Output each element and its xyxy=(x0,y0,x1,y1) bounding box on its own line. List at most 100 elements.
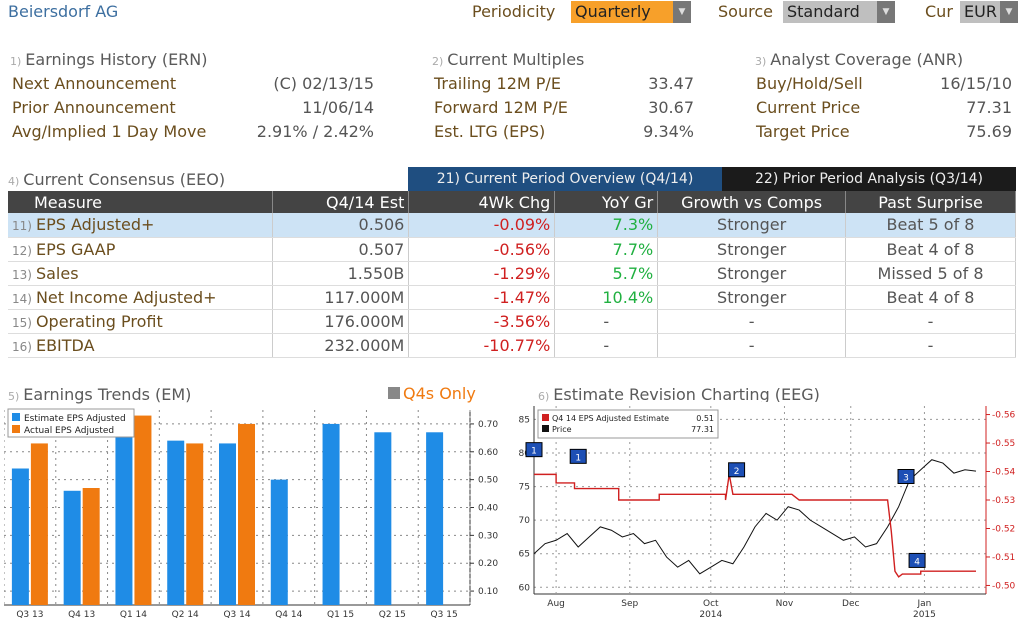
table-row[interactable]: 12) EPS GAAP 0.507 -0.56% 7.7% Stronger Beat 4… xyxy=(8,237,1016,262)
em-number: 5) xyxy=(8,390,20,403)
y-tick-label: 0.40 xyxy=(478,504,498,514)
measure-label: EBITDA xyxy=(35,335,95,355)
currency-value: EUR xyxy=(964,2,997,21)
periodicity-dropdown[interactable]: Quarterly ▼ xyxy=(571,1,691,23)
left-tick-label: 65 xyxy=(519,550,530,560)
revision-marker-label: 1 xyxy=(531,447,537,457)
est-cell: 0.506 xyxy=(272,213,410,238)
table-row[interactable]: 16) EBITDA 232.000M -10.77% - - - xyxy=(8,333,1016,358)
x-tick-label: Q4 13 xyxy=(68,610,95,620)
col-yoy[interactable]: YoY Gr xyxy=(554,191,659,213)
measure-cell: 11) EPS Adjusted+ xyxy=(8,213,274,238)
x-tick-label: Jan xyxy=(916,599,931,609)
est-cell: 0.507 xyxy=(272,237,410,262)
legend-swatch xyxy=(12,413,20,421)
ern-section-title[interactable]: 1) Earnings History (ERN) xyxy=(10,50,208,69)
table-row[interactable]: 13) Sales 1.550B -1.29% 5.7% Stronger Missed 5… xyxy=(8,261,1016,286)
target-price-label: Target Price xyxy=(756,122,850,141)
table-row[interactable]: 14) Net Income Adjusted+ 117.000M -1.47% 10.… xyxy=(8,285,1016,310)
estimate-line xyxy=(534,473,976,578)
chevron-down-icon: ▼ xyxy=(1000,1,1018,23)
estimate-revision-chart[interactable]: 60 65 70 75 80 85 -0.50 -0.51 -0.52 -0.53 -0.54 -0.… xyxy=(508,402,1024,625)
x-tick-label: Aug xyxy=(547,599,565,609)
trailing-pe-label: Trailing 12M P/E xyxy=(434,74,561,93)
ern-row: Next Announcement (C) 02/13/15 xyxy=(12,74,374,96)
x-tick-label: Oct xyxy=(703,599,719,609)
multiples-section-title[interactable]: 2) Current Multiples xyxy=(432,50,584,69)
em-title: Earnings Trends (EM) xyxy=(23,385,192,404)
col-est[interactable]: Q4/14 Est xyxy=(272,191,410,213)
consensus-title: Current Consensus (EEO) xyxy=(23,170,226,189)
y-tick-label: 0.50 xyxy=(478,476,498,486)
current-price-value: 77.31 xyxy=(966,98,1012,117)
bar-estimate xyxy=(167,440,185,605)
estimate-revision-svg: 60 65 70 75 80 85 -0.50 -0.51 -0.52 -0.53 -0.54 -0.… xyxy=(519,406,1016,620)
revision-marker-label: 4 xyxy=(914,557,920,567)
x-tick-label: Q3 13 xyxy=(16,610,43,620)
legend-value: 0.51 xyxy=(696,414,714,423)
earnings-trends-chart[interactable]: 0.10 0.20 0.30 0.40 0.50 0.60 0.70 Q3 13 Q4 13 Q1… xyxy=(3,405,500,625)
yoy-cell: 7.7% xyxy=(554,237,659,262)
tab-prior-period[interactable]: 22) Prior Period Analysis (Q3/14) xyxy=(722,167,1016,191)
consensus-tabs: 21) Current Period Overview (Q4/14) 22) … xyxy=(408,167,1016,191)
left-tick-label: 60 xyxy=(519,583,531,593)
current-price-label: Current Price xyxy=(756,98,861,117)
col-4wk-chg[interactable]: 4Wk Chg xyxy=(408,191,556,213)
x-tick-label: Sep xyxy=(621,599,638,609)
ern-title: Earnings History (ERN) xyxy=(25,50,208,69)
row-number: 16) xyxy=(12,339,32,354)
col-past-surprise[interactable]: Past Surprise xyxy=(845,191,1016,213)
est-cell: 232.000M xyxy=(272,333,410,358)
x-tick-label: Q4 14 xyxy=(275,610,302,620)
legend-swatch xyxy=(542,425,549,432)
ern-number: 1) xyxy=(10,55,22,68)
anr-title: Analyst Coverage (ANR) xyxy=(770,50,964,69)
right-tick-label: -0.50 xyxy=(992,581,1016,591)
consensus-table: Measure Q4/14 Est 4Wk Chg YoY Gr Growth … xyxy=(8,191,1016,358)
col-growth-comps[interactable]: Growth vs Comps xyxy=(657,191,847,213)
table-row[interactable]: 11) EPS Adjusted+ 0.506 -0.09% 7.3% Stronger B… xyxy=(8,213,1016,238)
next-announcement-value: (C) 02/13/15 xyxy=(273,74,374,93)
measure-cell: 15) Operating Profit xyxy=(8,309,274,334)
right-tick-label: -0.55 xyxy=(992,439,1015,449)
source-dropdown[interactable]: Standard ▼ xyxy=(783,1,895,23)
bar-estimate xyxy=(11,468,29,605)
anr-section-title[interactable]: 3) Analyst Coverage (ANR) xyxy=(755,50,963,69)
legend-box xyxy=(537,409,719,439)
measure-label: Operating Profit xyxy=(35,311,163,331)
consensus-section-title[interactable]: 4) Current Consensus (EEO) xyxy=(8,170,225,189)
measure-cell: 16) EBITDA xyxy=(8,333,274,358)
anr-row: Buy/Hold/Sell 16/15/10 xyxy=(756,74,1012,96)
legend-swatch xyxy=(542,414,549,421)
periodicity-value: Quarterly xyxy=(575,2,651,21)
bar-estimate xyxy=(219,443,236,605)
prior-announcement-label: Prior Announcement xyxy=(12,98,176,117)
measure-label: Net Income Adjusted+ xyxy=(35,287,217,307)
row-number: 11) xyxy=(12,219,32,234)
eeg-number: 6) xyxy=(538,390,550,403)
col-measure[interactable]: Measure xyxy=(8,191,274,213)
tab-current-period[interactable]: 21) Current Period Overview (Q4/14) xyxy=(408,167,722,191)
ltg-value: 9.34% xyxy=(643,122,694,141)
eeg-section-title[interactable]: 6) Estimate Revision Charting (EEG) xyxy=(538,385,820,404)
periodicity-label: Periodicity xyxy=(472,2,556,21)
measure-label: EPS Adjusted+ xyxy=(35,215,155,235)
y-tick-label: 0.20 xyxy=(478,559,498,569)
x-tick-label: Q3 15 xyxy=(431,610,458,620)
em-section-title[interactable]: 5) Earnings Trends (EM) xyxy=(8,385,191,404)
table-row[interactable]: 15) Operating Profit 176.000M -3.56% - - - xyxy=(8,309,1016,334)
q4s-only-toggle[interactable]: Q4s Only xyxy=(388,384,476,403)
x-year-label: 2015 xyxy=(913,610,936,620)
prior-announcement-value: 11/06/14 xyxy=(302,98,374,117)
surprise-cell: - xyxy=(845,309,1016,334)
day-move-value: 2.91% / 2.42% xyxy=(256,122,374,141)
legend-value: 77.31 xyxy=(691,425,714,434)
revision-marker-label: 1 xyxy=(575,453,581,463)
row-number: 12) xyxy=(12,243,32,258)
currency-dropdown[interactable]: EUR ▼ xyxy=(960,1,1018,23)
table-header-row: Measure Q4/14 Est 4Wk Chg YoY Gr Growth … xyxy=(8,191,1016,213)
comps-cell: - xyxy=(657,333,847,358)
ltg-label: Est. LTG (EPS) xyxy=(434,122,546,141)
left-tick-label: 75 xyxy=(519,483,530,493)
yoy-cell: - xyxy=(554,309,659,334)
